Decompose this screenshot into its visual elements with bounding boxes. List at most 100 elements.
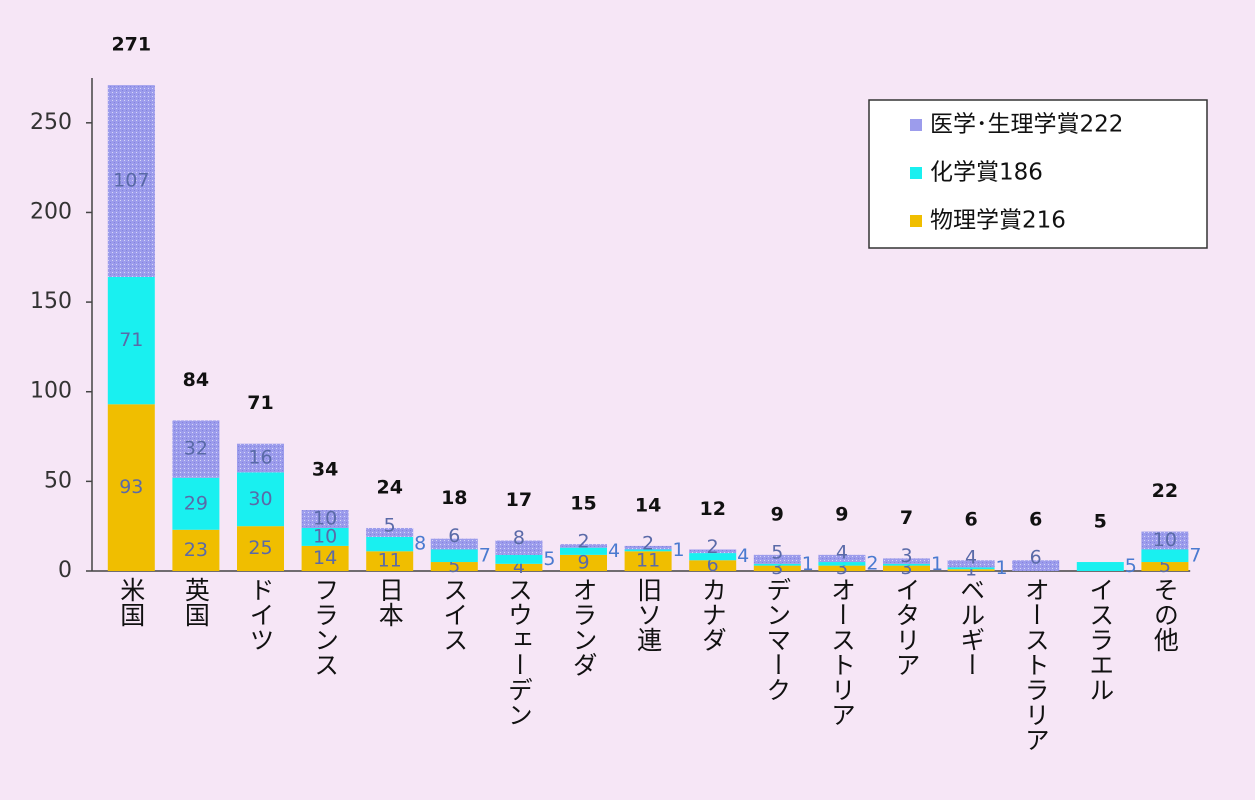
- total-label: 6: [964, 509, 977, 531]
- bar-segment: [430, 562, 478, 571]
- bar-segment: [172, 529, 220, 571]
- x-tick-label: 日本: [375, 577, 404, 627]
- x-tick-label: 英国: [181, 577, 210, 627]
- bar-texture: [883, 558, 930, 564]
- segment-label: 14: [313, 547, 337, 569]
- bar-segment: [301, 545, 349, 571]
- legend-swatch: [910, 119, 922, 131]
- bar-segment: [237, 472, 284, 527]
- x-tick-label: 米国: [117, 577, 146, 627]
- x-tick-label: 旧ソ連: [634, 577, 663, 652]
- bar-texture: [753, 554, 801, 564]
- bar-texture: [818, 554, 866, 563]
- total-label: 9: [835, 503, 848, 525]
- segment-label: 1: [931, 553, 943, 575]
- segment-label: 10: [1153, 529, 1177, 551]
- bar-segment: [883, 565, 930, 571]
- legend-swatch: [910, 215, 922, 227]
- segment-label: 10: [313, 525, 337, 547]
- segment-label: 16: [248, 447, 272, 469]
- y-tick-label: 200: [30, 199, 72, 224]
- segment-label: 1: [673, 539, 685, 561]
- bar-segment: [689, 560, 737, 571]
- legend-box: [868, 99, 1208, 249]
- x-tick-label: スウェーデン: [504, 577, 533, 727]
- x-tick-label: カナダ: [698, 577, 727, 652]
- y-tick-label: 50: [44, 468, 72, 493]
- total-label: 34: [312, 459, 338, 481]
- segment-label: 25: [248, 537, 272, 559]
- bar-segment: [560, 554, 607, 571]
- bar-segment: [1076, 562, 1124, 571]
- bar-segment: [689, 553, 737, 561]
- x-tick-label: イスラエル: [1086, 577, 1115, 702]
- segment-label: 2: [577, 531, 589, 553]
- segment-label: 71: [119, 329, 143, 351]
- bar-segment: [107, 404, 155, 571]
- y-tick-label: 0: [58, 558, 72, 583]
- bar-texture: [430, 538, 478, 550]
- bar-segment: [366, 536, 414, 552]
- segment-label: 9: [577, 551, 589, 573]
- bar-segment: [818, 565, 866, 571]
- segment-label: 7: [479, 544, 491, 566]
- segment-label: 5: [384, 514, 396, 536]
- total-label: 84: [183, 369, 209, 391]
- segment-label: 2: [707, 536, 719, 558]
- bar-segment: [947, 569, 995, 571]
- segment-label: 107: [113, 170, 149, 192]
- total-label: 271: [111, 34, 151, 56]
- x-tick-label: フランス: [311, 577, 340, 677]
- segment-label: 5: [771, 541, 783, 563]
- segment-label: 2: [866, 552, 878, 574]
- segment-label: 4: [965, 547, 977, 569]
- y-tick-label: 100: [30, 379, 72, 404]
- segment-label: 29: [184, 492, 208, 514]
- bar-texture: [172, 420, 220, 478]
- total-label: 24: [376, 476, 402, 498]
- x-tick-label: デンマーク: [763, 577, 792, 702]
- segment-label: 32: [184, 438, 208, 460]
- bar-texture: [1012, 560, 1060, 571]
- bar-segment: [172, 477, 220, 530]
- segment-label: 5: [1125, 555, 1137, 577]
- bar-texture: [1141, 531, 1189, 550]
- segment-label: 8: [513, 527, 525, 549]
- segment-label: 93: [119, 476, 143, 498]
- bar-segment: [495, 563, 543, 571]
- bar-segment: [107, 276, 155, 405]
- total-label: 12: [699, 498, 725, 520]
- bar-segment: [301, 527, 349, 546]
- x-tick-label: イタリア: [892, 577, 921, 677]
- bar-segment: [1141, 562, 1189, 571]
- bar-texture: [301, 510, 349, 528]
- legend-label: 化学賞186: [930, 160, 1043, 186]
- total-label: 14: [635, 494, 661, 516]
- total-label: 71: [247, 392, 273, 414]
- bar-segment: [495, 554, 543, 564]
- bar-segment: [883, 563, 930, 566]
- segment-label: 6: [1030, 547, 1042, 569]
- total-label: 22: [1152, 480, 1178, 502]
- segment-label: 5: [543, 548, 555, 570]
- segment-label: 11: [378, 550, 402, 572]
- legend-swatch: [910, 167, 922, 179]
- x-tick-label: ベルギー: [957, 577, 986, 677]
- total-label: 9: [771, 503, 784, 525]
- segment-label: 1: [996, 557, 1008, 579]
- segment-label: 11: [636, 550, 660, 572]
- segment-label: 30: [248, 488, 272, 510]
- bar-texture: [624, 545, 672, 550]
- x-tick-label: オーストラリア: [1021, 577, 1050, 752]
- bar-texture: [366, 527, 414, 537]
- bar-segment: [753, 565, 801, 571]
- segment-label: 4: [608, 540, 620, 562]
- x-tick-label: ドイツ: [246, 577, 275, 652]
- bar-texture: [560, 544, 607, 548]
- bar-texture: [947, 560, 995, 568]
- segment-label: 1: [802, 553, 814, 575]
- y-tick-label: 250: [30, 110, 72, 135]
- bar-segment: [947, 567, 995, 570]
- total-label: 6: [1029, 509, 1042, 531]
